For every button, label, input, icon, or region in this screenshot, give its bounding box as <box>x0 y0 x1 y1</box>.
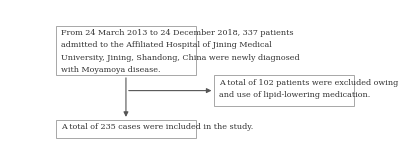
FancyBboxPatch shape <box>56 25 196 75</box>
Text: A total of 235 cases were included in the study.: A total of 235 cases were included in th… <box>61 123 253 131</box>
FancyBboxPatch shape <box>214 75 354 106</box>
Text: From 24 March 2013 to 24 December 2018, 337 patients
admitted to the Affiliated : From 24 March 2013 to 24 December 2018, … <box>61 29 300 74</box>
FancyBboxPatch shape <box>56 120 196 138</box>
Text: A total of 102 patients were excluded owing to missing clinical data
and use of : A total of 102 patients were excluded ow… <box>219 79 400 99</box>
